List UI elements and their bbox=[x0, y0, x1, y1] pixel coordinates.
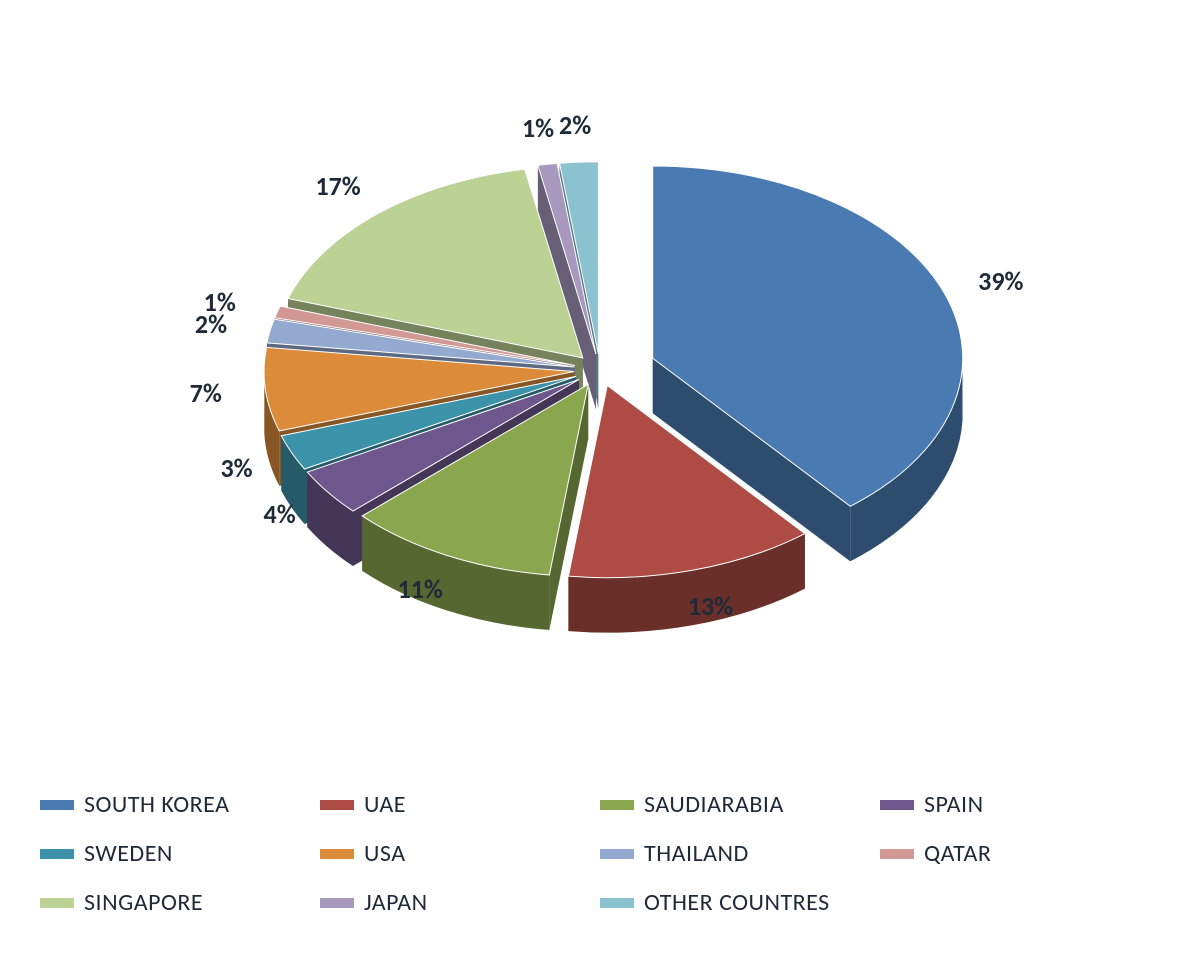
legend-swatch bbox=[880, 849, 914, 859]
legend-item: THAILAND bbox=[600, 839, 880, 868]
legend-label: SWEDEN bbox=[84, 839, 173, 868]
legend-label: SPAIN bbox=[924, 790, 984, 819]
legend-label: SINGAPORE bbox=[84, 888, 203, 917]
slice-label: 39% bbox=[978, 265, 1023, 297]
slice-label: 3% bbox=[220, 452, 252, 484]
slice-label: 1% bbox=[522, 112, 554, 144]
slice-label: 13% bbox=[688, 590, 733, 622]
legend-label: THAILAND bbox=[644, 839, 749, 868]
legend-label: UAE bbox=[364, 790, 406, 819]
legend: SOUTH KOREA UAE SAUDIARABIA SPAIN SWEDEN USA T… bbox=[40, 780, 1160, 927]
legend-swatch bbox=[40, 898, 74, 908]
legend-swatch bbox=[40, 800, 74, 810]
legend-swatch bbox=[320, 849, 354, 859]
legend-swatch bbox=[320, 800, 354, 810]
legend-label: SOUTH KOREA bbox=[84, 790, 230, 819]
legend-label: QATAR bbox=[924, 839, 991, 868]
legend-label: SAUDIARABIA bbox=[644, 790, 784, 819]
legend-item: QATAR bbox=[880, 839, 1160, 868]
legend-label: OTHER COUNTRES bbox=[644, 888, 830, 917]
legend-swatch bbox=[40, 849, 74, 859]
legend-item: UAE bbox=[320, 790, 600, 819]
legend-item: SAUDIARABIA bbox=[600, 790, 880, 819]
legend-item: USA bbox=[320, 839, 600, 868]
slice-label: 2% bbox=[559, 109, 591, 141]
legend-swatch bbox=[320, 898, 354, 908]
slice-label: 17% bbox=[315, 170, 360, 202]
legend-item: SWEDEN bbox=[40, 839, 320, 868]
legend-item: OTHER COUNTRES bbox=[600, 888, 880, 917]
legend-item: SOUTH KOREA bbox=[40, 790, 320, 819]
slice-label: 11% bbox=[398, 573, 443, 605]
legend-swatch bbox=[880, 800, 914, 810]
slice-label: 7% bbox=[190, 377, 222, 409]
slice-label: 4% bbox=[264, 498, 296, 530]
legend-swatch bbox=[600, 849, 634, 859]
legend-item: JAPAN bbox=[320, 888, 600, 917]
legend-label: JAPAN bbox=[364, 888, 428, 917]
legend-swatch bbox=[600, 800, 634, 810]
legend-label: USA bbox=[364, 839, 406, 868]
legend-item: SINGAPORE bbox=[40, 888, 320, 917]
legend-swatch bbox=[600, 898, 634, 908]
pie-chart: 39%13%11%4%3%7%2%1%17%1%2% SOUTH KOREAUA… bbox=[0, 0, 1200, 957]
legend-item: SPAIN bbox=[880, 790, 1160, 819]
slice-label: 1% bbox=[204, 286, 236, 318]
